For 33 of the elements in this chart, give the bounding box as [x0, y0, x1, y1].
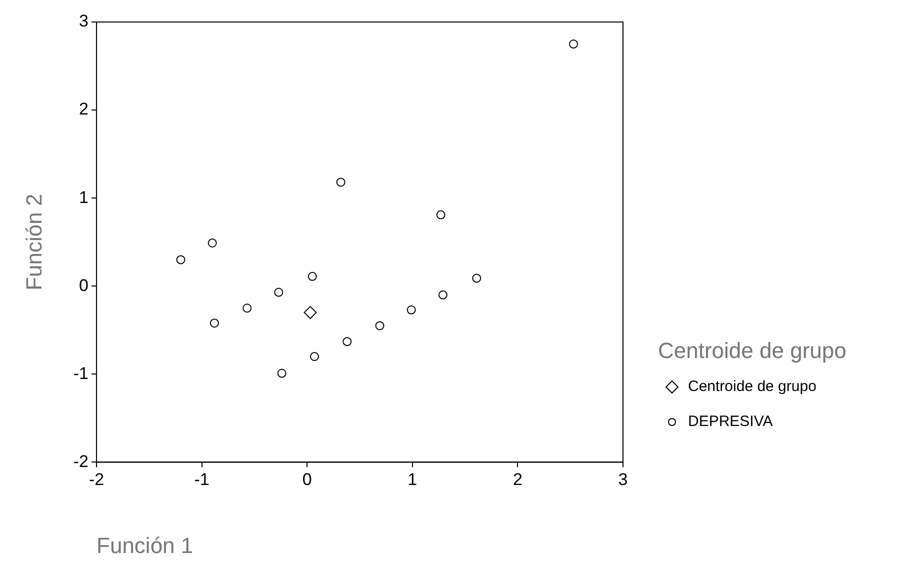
point — [342, 337, 352, 346]
point — [208, 238, 217, 248]
point — [436, 210, 446, 220]
y-tick-label: 2 — [79, 100, 89, 119]
legend-label: DEPRESIVA — [688, 413, 773, 430]
point — [210, 318, 219, 328]
y-tick-label: -1 — [73, 364, 89, 383]
y-tick-label: 3 — [79, 12, 89, 31]
point — [308, 272, 317, 281]
point — [242, 304, 252, 313]
point — [274, 288, 284, 297]
point — [336, 178, 346, 187]
point — [176, 255, 186, 264]
x-axis-title: Función 1 — [96, 532, 194, 558]
point — [406, 305, 416, 314]
x-tick-label: 1 — [408, 470, 418, 490]
point — [569, 40, 578, 49]
x-tick-label: 0 — [302, 470, 312, 490]
legend-title: Centroide de grupo — [658, 338, 846, 364]
point — [438, 290, 448, 300]
y-tick-label: -2 — [73, 452, 89, 471]
point — [472, 274, 482, 283]
y-tick-label: 1 — [79, 188, 89, 207]
point — [375, 321, 384, 330]
point — [304, 306, 317, 320]
x-tick-label: 3 — [618, 470, 628, 490]
y-axis-title: Función 2 — [21, 194, 46, 290]
x-tick-label: -1 — [194, 470, 210, 490]
x-tick-label: 2 — [512, 470, 522, 490]
y-tick-label: 0 — [79, 276, 89, 295]
point — [310, 352, 319, 362]
point — [277, 368, 286, 378]
legend-label: Centroide de grupo — [688, 378, 816, 395]
